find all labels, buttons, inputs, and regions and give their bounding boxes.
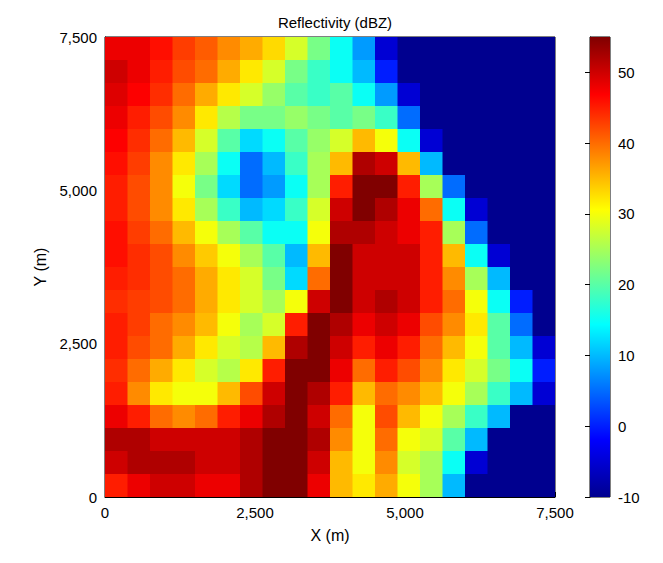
svg-text:7,500: 7,500: [59, 29, 97, 46]
svg-text:0: 0: [89, 489, 97, 506]
svg-text:-10: -10: [618, 489, 640, 506]
svg-text:30: 30: [618, 205, 635, 222]
svg-text:10: 10: [618, 347, 635, 364]
svg-text:7,500: 7,500: [536, 504, 574, 521]
svg-text:0: 0: [618, 418, 626, 435]
svg-text:2,500: 2,500: [236, 504, 274, 521]
svg-text:0: 0: [101, 504, 109, 521]
svg-text:40: 40: [618, 135, 635, 152]
svg-text:2,500: 2,500: [59, 335, 97, 352]
svg-text:Reflectivity (dBZ): Reflectivity (dBZ): [278, 14, 392, 31]
svg-text:5,000: 5,000: [59, 182, 97, 199]
svg-text:X (m): X (m): [310, 527, 349, 544]
svg-text:Y (m): Y (m): [32, 248, 49, 287]
svg-text:5,000: 5,000: [386, 504, 424, 521]
svg-text:50: 50: [618, 64, 635, 81]
svg-text:20: 20: [618, 276, 635, 293]
